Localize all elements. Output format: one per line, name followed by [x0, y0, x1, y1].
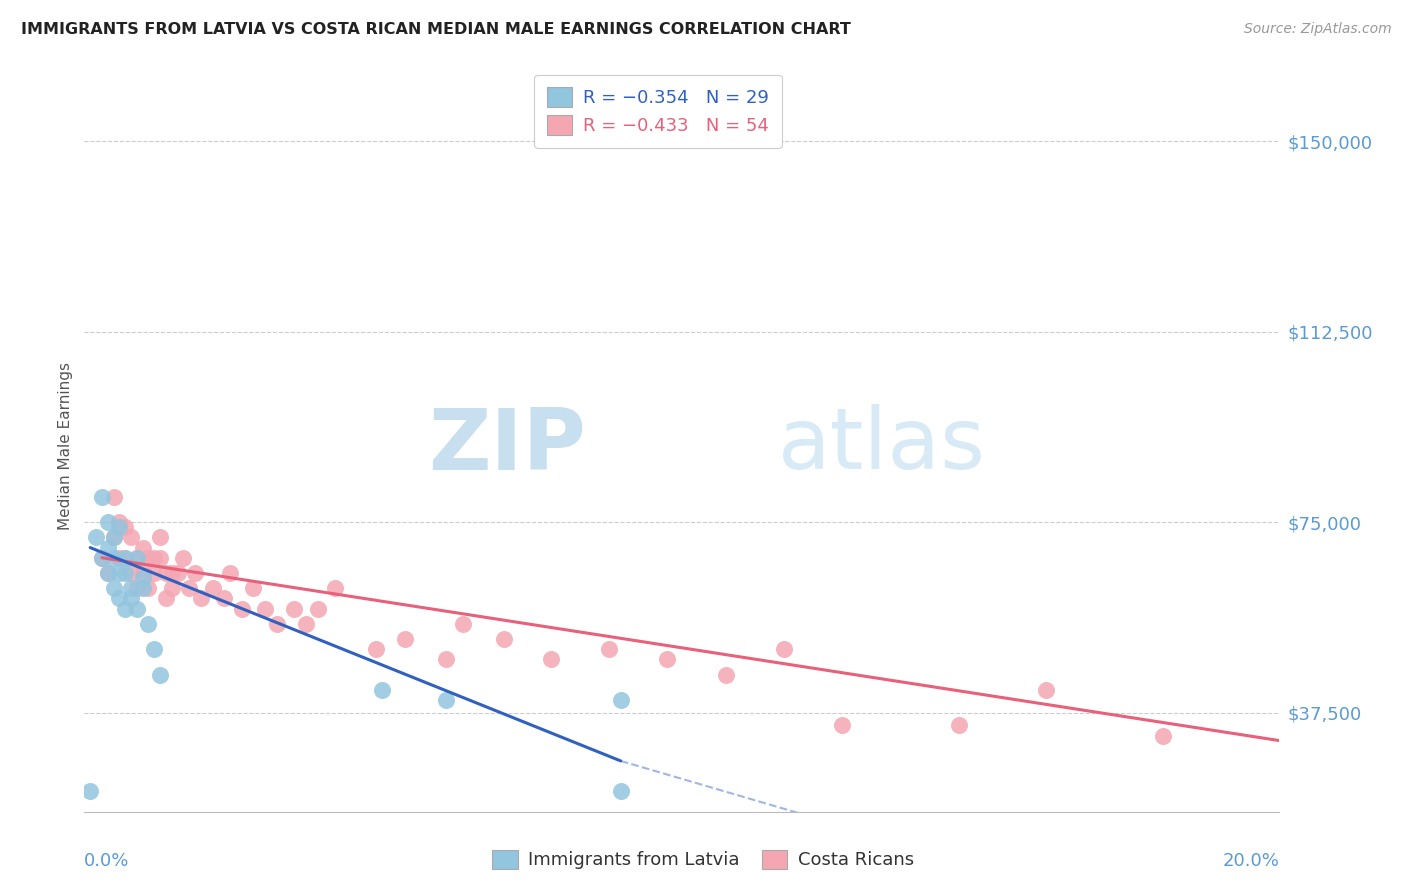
- Point: [149, 530, 172, 544]
- Point: [125, 601, 148, 615]
- Point: [90, 550, 112, 565]
- Point: [108, 515, 131, 529]
- Point: [108, 520, 131, 534]
- Point: [97, 515, 120, 529]
- Point: [179, 581, 201, 595]
- Text: ZIP: ZIP: [429, 404, 586, 488]
- Point: [120, 591, 142, 606]
- Point: [494, 632, 516, 646]
- Point: [714, 667, 737, 681]
- Point: [125, 581, 148, 595]
- Legend: R = −0.354   N = 29, R = −0.433   N = 54: R = −0.354 N = 29, R = −0.433 N = 54: [534, 75, 782, 148]
- Point: [394, 632, 416, 646]
- Point: [307, 601, 329, 615]
- Point: [131, 541, 153, 555]
- Point: [190, 591, 212, 606]
- Point: [120, 566, 142, 580]
- Point: [125, 550, 148, 565]
- Point: [114, 601, 136, 615]
- Point: [84, 530, 107, 544]
- Point: [434, 693, 457, 707]
- Point: [114, 566, 136, 580]
- Point: [323, 581, 346, 595]
- Point: [609, 784, 631, 798]
- Point: [283, 601, 305, 615]
- Y-axis label: Median Male Earnings: Median Male Earnings: [58, 362, 73, 530]
- Point: [242, 581, 264, 595]
- Point: [108, 566, 131, 580]
- Text: 20.0%: 20.0%: [1223, 852, 1279, 870]
- Point: [149, 550, 172, 565]
- Point: [149, 667, 172, 681]
- Point: [214, 591, 236, 606]
- Point: [97, 566, 120, 580]
- Point: [364, 642, 387, 657]
- Point: [97, 541, 120, 555]
- Point: [90, 550, 112, 565]
- Point: [295, 616, 318, 631]
- Text: IMMIGRANTS FROM LATVIA VS COSTA RICAN MEDIAN MALE EARNINGS CORRELATION CHART: IMMIGRANTS FROM LATVIA VS COSTA RICAN ME…: [21, 22, 851, 37]
- Point: [160, 566, 183, 580]
- Point: [114, 550, 136, 565]
- Point: [143, 566, 166, 580]
- Point: [773, 642, 796, 657]
- Point: [103, 530, 125, 544]
- Point: [266, 616, 288, 631]
- Point: [103, 581, 125, 595]
- Point: [166, 566, 188, 580]
- Text: 0.0%: 0.0%: [84, 852, 129, 870]
- Point: [138, 616, 160, 631]
- Point: [114, 520, 136, 534]
- Point: [131, 566, 153, 580]
- Point: [201, 581, 224, 595]
- Point: [254, 601, 277, 615]
- Point: [540, 652, 562, 666]
- Point: [155, 566, 177, 580]
- Point: [120, 530, 142, 544]
- Point: [1152, 729, 1174, 743]
- Point: [138, 550, 160, 565]
- Point: [370, 682, 392, 697]
- Point: [434, 652, 457, 666]
- Point: [114, 550, 136, 565]
- Point: [79, 784, 101, 798]
- Point: [108, 550, 131, 565]
- Point: [453, 616, 475, 631]
- Point: [609, 693, 631, 707]
- Point: [155, 591, 177, 606]
- Point: [172, 550, 194, 565]
- Point: [131, 581, 153, 595]
- Point: [831, 718, 853, 732]
- Point: [598, 642, 620, 657]
- Point: [184, 566, 207, 580]
- Text: atlas: atlas: [778, 404, 986, 488]
- Point: [131, 571, 153, 585]
- Legend: Immigrants from Latvia, Costa Ricans: Immigrants from Latvia, Costa Ricans: [484, 840, 922, 879]
- Text: Source: ZipAtlas.com: Source: ZipAtlas.com: [1244, 22, 1392, 37]
- Point: [103, 490, 125, 504]
- Point: [143, 550, 166, 565]
- Point: [138, 581, 160, 595]
- Point: [103, 550, 125, 565]
- Point: [90, 490, 112, 504]
- Point: [103, 530, 125, 544]
- Point: [143, 642, 166, 657]
- Point: [120, 581, 142, 595]
- Point: [108, 591, 131, 606]
- Point: [1035, 682, 1057, 697]
- Point: [160, 581, 183, 595]
- Point: [125, 550, 148, 565]
- Point: [231, 601, 253, 615]
- Point: [219, 566, 242, 580]
- Point: [97, 566, 120, 580]
- Point: [657, 652, 679, 666]
- Point: [948, 718, 970, 732]
